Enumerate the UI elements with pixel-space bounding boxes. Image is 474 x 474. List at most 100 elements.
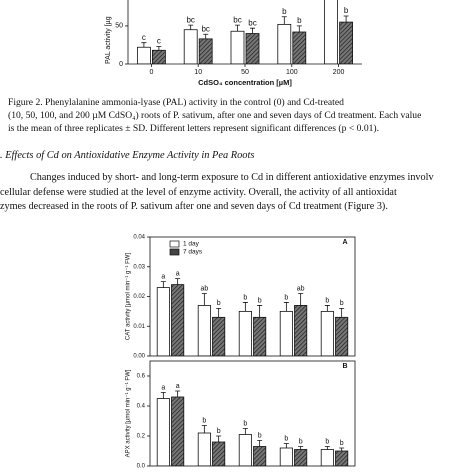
error-bar	[242, 428, 248, 435]
paragraph-line: Changes induced by short- and long-term …	[30, 172, 434, 183]
plot-frame	[149, 360, 356, 467]
significance-letter: ab	[200, 285, 208, 292]
bar	[245, 33, 260, 64]
significance-letter: a	[161, 384, 165, 391]
significance-letter: bc	[186, 15, 194, 24]
bar	[294, 305, 308, 356]
error-bar	[298, 446, 304, 450]
section-heading: . Effects of Cd on Antioxidative Enzyme …	[0, 150, 255, 161]
significance-letter: b	[284, 435, 288, 442]
significance-letter: b	[217, 300, 221, 307]
y-tick-label: 0.00	[133, 354, 145, 360]
error-bar	[203, 33, 209, 39]
significance-letter: ab	[297, 285, 305, 292]
y-tick-label: 0.02	[133, 294, 145, 300]
significance-letter: bc	[233, 15, 241, 24]
x-tick-label: 0	[149, 69, 153, 76]
bar	[212, 316, 226, 356]
legend-swatch	[169, 240, 180, 248]
error-bar	[281, 16, 287, 25]
panel-label: A	[342, 239, 347, 246]
significance-letter: b	[243, 294, 247, 301]
error-bar	[201, 293, 207, 306]
bar	[171, 396, 185, 466]
bar	[320, 449, 334, 466]
paragraph-line: zymes decreased in the roots of P. sativ…	[0, 201, 388, 212]
error-bar	[242, 302, 248, 312]
error-bar	[160, 281, 166, 288]
significance-letter: c	[157, 37, 161, 46]
significance-letter: b	[325, 438, 329, 445]
plot-area	[156, 278, 349, 356]
x-tick-label: 10	[194, 69, 202, 76]
error-bar	[296, 25, 302, 32]
x-tick-label: 200	[333, 69, 345, 76]
bar	[156, 287, 170, 356]
y-tick-label: 50	[115, 23, 123, 30]
error-bar	[324, 305, 330, 312]
significance-letter: b	[258, 297, 262, 304]
paragraph-line: cellular defense were studied at the lev…	[0, 186, 397, 198]
error-bar	[257, 305, 263, 318]
bar	[279, 310, 293, 356]
bar	[335, 450, 349, 466]
bar	[198, 38, 213, 64]
y-tick-label: 0.01	[133, 324, 145, 330]
bar	[277, 23, 292, 64]
legend-swatch	[169, 248, 180, 256]
legend-label: 1 day	[183, 241, 200, 248]
caption-line: is the mean of three replicates ± SD. Di…	[8, 123, 380, 134]
legend-label: 7 days	[183, 249, 203, 256]
bar	[253, 316, 267, 356]
y-tick-label: 0.0	[137, 464, 146, 470]
y-tick-label: 0.4	[137, 404, 146, 410]
error-bar	[175, 390, 181, 397]
caption-line: (10, 50, 100, and 200 µM CdSO₄) roots of…	[8, 110, 422, 121]
bar	[230, 30, 245, 64]
significance-letter: b	[325, 297, 329, 304]
bar	[292, 31, 307, 64]
bar	[171, 284, 185, 356]
figure-caption: Figure 2. Phenylalanine ammonia-lyase (P…	[8, 96, 421, 135]
error-bar	[257, 440, 263, 447]
bar	[183, 29, 198, 64]
bar	[335, 316, 349, 356]
plot-area	[156, 390, 349, 466]
significance-letter: b	[258, 432, 262, 439]
error-bar	[339, 447, 345, 451]
plot-area	[136, 0, 354, 64]
caption-line: Figure 2. Phenylalanine ammonia-lyase (P…	[8, 97, 344, 108]
error-bar	[160, 392, 166, 399]
bar	[151, 49, 166, 64]
error-bar	[324, 446, 330, 450]
error-bar	[250, 27, 255, 34]
error-bar	[141, 42, 147, 48]
bar	[156, 398, 170, 466]
x-tick-label: 100	[286, 69, 298, 76]
y-axis-label: PAL activity [µg	[105, 16, 112, 64]
y-tick-label: 0.04	[133, 235, 145, 241]
significance-letter: b	[284, 294, 288, 301]
significance-letter: c	[142, 33, 146, 42]
y-tick-label: 0.2	[137, 434, 146, 440]
x-axis-label: CdSO₄ concentration [µM]	[198, 78, 292, 87]
significance-letter: b	[202, 417, 206, 424]
x-tick-label: 50	[241, 69, 249, 76]
significance-letter: a	[161, 273, 165, 280]
bar	[253, 446, 267, 466]
bar	[238, 434, 252, 466]
error-bar	[216, 435, 222, 442]
bar	[136, 46, 151, 64]
panel-label: B	[342, 363, 347, 370]
error-bar	[201, 425, 207, 433]
significance-letter: b	[344, 6, 349, 15]
error-bar	[283, 443, 289, 448]
error-bar	[188, 24, 194, 30]
error-bar	[283, 302, 289, 312]
significance-letter: bc	[201, 24, 209, 33]
bar	[197, 432, 211, 466]
error-bar	[175, 278, 181, 285]
significance-letter: b	[243, 420, 247, 427]
significance-letter: bc	[248, 18, 256, 27]
